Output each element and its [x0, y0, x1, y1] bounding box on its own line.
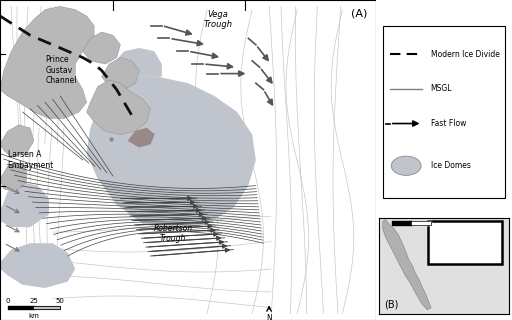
- Polygon shape: [0, 6, 94, 118]
- Polygon shape: [83, 32, 120, 64]
- Polygon shape: [87, 77, 256, 230]
- Text: MSGL: MSGL: [431, 84, 452, 93]
- Text: 50: 50: [56, 298, 65, 304]
- Text: 25: 25: [30, 298, 38, 304]
- Polygon shape: [383, 220, 431, 310]
- Text: Robertson
Trough: Robertson Trough: [154, 224, 193, 243]
- Text: km: km: [29, 313, 39, 319]
- Bar: [429, 221, 502, 264]
- Polygon shape: [87, 80, 151, 134]
- Polygon shape: [101, 58, 139, 90]
- Polygon shape: [105, 48, 162, 83]
- Text: (B): (B): [384, 300, 398, 310]
- Polygon shape: [0, 182, 49, 227]
- Polygon shape: [128, 128, 154, 147]
- Text: Fast Flow: Fast Flow: [431, 119, 466, 128]
- Ellipse shape: [391, 156, 421, 175]
- Text: Vega
Trough: Vega Trough: [204, 10, 233, 29]
- Text: N: N: [266, 314, 272, 320]
- Text: Ice Domes: Ice Domes: [431, 161, 471, 170]
- Text: 0: 0: [5, 298, 10, 304]
- Text: Larsen A
Embayment: Larsen A Embayment: [8, 150, 54, 170]
- Polygon shape: [0, 163, 26, 192]
- Text: Modern Ice Divide: Modern Ice Divide: [431, 50, 500, 59]
- Text: Prince
Gustav
Channel: Prince Gustav Channel: [45, 55, 77, 85]
- Polygon shape: [0, 125, 34, 157]
- Polygon shape: [0, 243, 75, 288]
- Text: (A): (A): [351, 8, 367, 18]
